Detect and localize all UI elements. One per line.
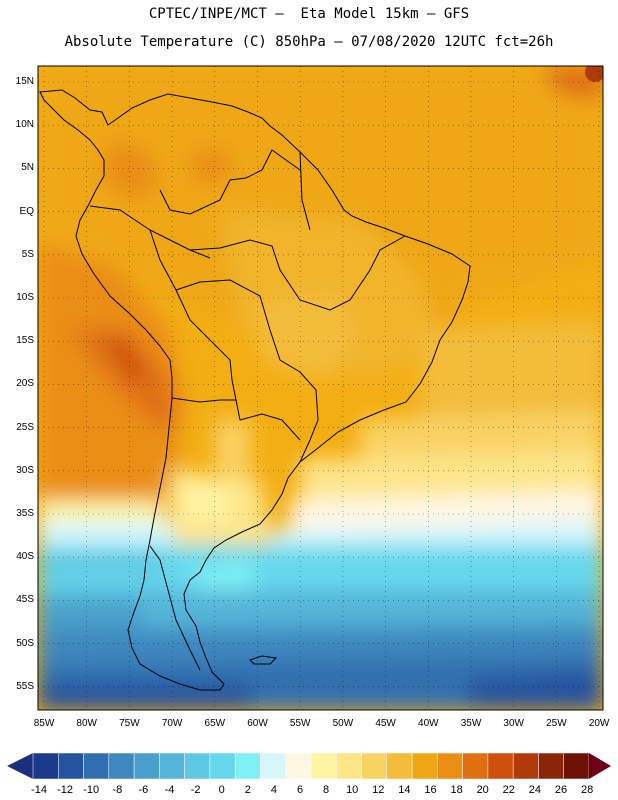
colorbar-tick-label: 10 <box>346 784 359 796</box>
colorbar-tick-label: 14 <box>398 784 411 796</box>
colorbar-tick-label: 6 <box>296 784 304 796</box>
colorbar-cell <box>538 752 564 780</box>
colorbar-tick-label: 0 <box>218 784 225 796</box>
lat-label: 25S <box>16 421 34 433</box>
colorbar-cell <box>310 752 337 780</box>
colorbar-cell <box>234 752 261 780</box>
lon-label: 55W <box>289 718 311 729</box>
colorbar-tick-label: 20 <box>476 784 489 796</box>
colorbar-arrow-high <box>589 753 611 779</box>
colorbar-cell <box>58 752 84 780</box>
colorbar-cell <box>209 752 236 780</box>
colorbar-tick-label: 22 <box>502 784 515 796</box>
colorbar-cell <box>512 752 539 780</box>
colorbar-tick-label: 12 <box>372 784 385 796</box>
colorbar-cell <box>83 752 110 780</box>
colorbar-tick-label: -6 <box>138 784 149 796</box>
lat-label: 15N <box>15 76 34 87</box>
lon-label: 25W <box>546 718 567 729</box>
lat-label: 40S <box>16 551 34 563</box>
colorbar-tick-label: -10 <box>83 784 100 796</box>
colorbar-arrow-low <box>7 753 33 779</box>
lon-label: 50W <box>332 718 354 729</box>
colorbar-cell <box>159 752 185 780</box>
lat-label: 5S <box>21 248 34 260</box>
colorbar-tick-label: 18 <box>450 784 463 796</box>
colorbar-cell <box>386 752 413 780</box>
colorbar-tick-label: 8 <box>323 784 330 796</box>
lat-label: 10N <box>15 119 34 131</box>
colorbar-cell <box>462 752 489 780</box>
colorbar-tick-label: 16 <box>424 784 437 796</box>
lon-label: 45W <box>375 718 396 729</box>
colorbar-cell <box>32 752 59 780</box>
colorbar-cell <box>411 752 438 780</box>
lat-label: 55S <box>16 680 34 692</box>
colorbar-tick-label: -2 <box>190 784 201 796</box>
lat-label: 45S <box>16 594 34 606</box>
lon-label: 30W <box>503 718 524 729</box>
colorbar-cell <box>437 752 463 780</box>
lat-label: 35S <box>16 508 34 519</box>
colorbar-cell <box>184 752 211 780</box>
colorbar-cell <box>563 752 590 780</box>
lat-label: 5N <box>21 162 34 174</box>
lon-label: 85W <box>33 718 55 729</box>
lat-label: 30S <box>16 464 34 476</box>
colorbar-tick-label: -4 <box>164 784 175 796</box>
colorbar-cell <box>487 752 514 780</box>
map-subtitle: Absolute Temperature (C) 850hPa – 07/08/… <box>64 34 554 50</box>
colorbar-tick-label: 2 <box>244 784 251 796</box>
colorbar-tick-label: -12 <box>57 784 74 796</box>
lat-label: 10S <box>16 292 34 303</box>
lat-label: 15S <box>16 335 34 347</box>
map-frame <box>37 65 604 711</box>
lon-label: 40W <box>418 718 439 729</box>
lon-label: 35W <box>460 718 482 729</box>
colorbar-cell <box>260 752 286 780</box>
lon-label: 20W <box>588 718 610 729</box>
lat-label: 20S <box>16 378 34 390</box>
lon-label: 75W <box>119 718 140 729</box>
lon-label: 70W <box>161 718 183 729</box>
colorbar-cell <box>361 752 388 780</box>
colorbar-tick-label: 4 <box>270 784 277 796</box>
lon-label: 60W <box>247 718 268 729</box>
colorbar-tick-label: 26 <box>554 784 568 796</box>
coastline <box>39 89 471 691</box>
colorbar-tick-label: -14 <box>31 784 47 796</box>
graticule <box>38 66 603 710</box>
lon-label: 65W <box>204 718 226 729</box>
colorbar-cell <box>285 752 312 780</box>
colorbar-tick-label: 24 <box>528 784 542 796</box>
lat-label: EQ <box>19 205 34 217</box>
colorbar-tick-label: 28 <box>580 784 594 796</box>
colorbar-cell <box>336 752 362 780</box>
map-title: CPTEC/INPE/MCT – Eta Model 15km – GFS <box>148 6 470 22</box>
lat-label: 50S <box>16 637 34 649</box>
colorbar-tick-label: -8 <box>112 784 123 796</box>
lon-label: 80W <box>76 718 97 729</box>
colorbar-cell <box>133 752 160 780</box>
temperature-map <box>37 65 604 711</box>
colorbar-cell <box>108 752 135 780</box>
temperature-field <box>38 66 603 710</box>
